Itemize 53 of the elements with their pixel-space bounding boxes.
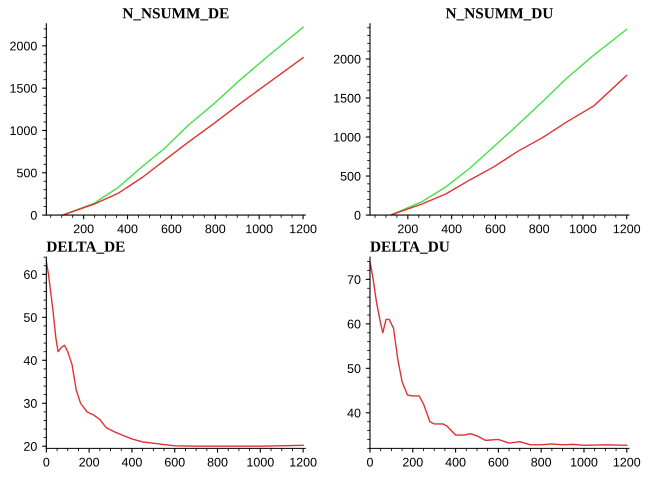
x-tick-label: 200 [402, 458, 423, 467]
y-tick-label: 30 [24, 399, 37, 408]
y-tick-label: 500 [340, 172, 360, 181]
y-tick-label: 50 [348, 364, 360, 373]
x-tick-label: 200 [74, 224, 94, 234]
x-tick-label: 1200 [290, 458, 317, 467]
x-tick-label: 600 [488, 458, 508, 467]
x-tick-label: 400 [441, 224, 462, 234]
x-tick-label: 400 [445, 458, 466, 467]
x-tick-label: 600 [164, 458, 185, 467]
x-tick-label: 1000 [570, 224, 596, 234]
y-tick-label: 2000 [10, 42, 37, 50]
y-tick-label: 20 [24, 442, 37, 451]
line-series [370, 260, 628, 446]
x-tick-label: 800 [208, 458, 228, 467]
x-tick-label: 200 [398, 224, 418, 234]
y-tick-label: 60 [24, 270, 37, 279]
y-tick-label: 1500 [10, 84, 37, 93]
y-tick-label: 500 [16, 168, 37, 178]
y-tick-label: 70 [348, 275, 360, 284]
x-tick-label: 800 [531, 458, 552, 467]
line-series [390, 28, 628, 216]
y-tick-label: 1500 [334, 94, 360, 103]
y-tick-label: 2000 [334, 54, 360, 64]
x-tick-label: 600 [162, 224, 182, 234]
x-tick-label: 1200 [290, 224, 316, 234]
x-tick-label: 800 [205, 224, 226, 234]
line-series [62, 57, 304, 216]
x-tick-label: 400 [117, 224, 138, 234]
y-tick-label: 50 [24, 313, 37, 322]
chart-title: N_NSUMM_DE [122, 8, 228, 20]
x-tick-label: 0 [366, 458, 373, 467]
line-series [390, 74, 628, 216]
x-tick-label: 1000 [246, 224, 273, 234]
x-tick-label: 1200 [614, 224, 640, 234]
chart-title: DELTA_DU [370, 242, 450, 254]
x-tick-label: 200 [79, 458, 100, 467]
x-tick-label: 1000 [247, 458, 274, 467]
y-tick-label: 60 [348, 320, 360, 329]
x-tick-label: 1200 [614, 458, 640, 467]
y-tick-label: 40 [24, 356, 37, 365]
x-tick-label: 1000 [571, 458, 598, 467]
y-tick-label: 0 [30, 210, 37, 220]
y-tick-label: 40 [347, 408, 360, 418]
x-tick-label: 600 [486, 224, 506, 234]
x-tick-label: 800 [529, 224, 550, 234]
y-tick-label: 0 [354, 210, 360, 220]
y-tick-label: 1000 [10, 126, 37, 136]
x-tick-label: 400 [122, 458, 142, 467]
chart-title: DELTA_DE [46, 242, 125, 254]
x-tick-label: 0 [43, 458, 50, 467]
chart-title: N_NSUMM_DU [446, 8, 553, 20]
y-tick-label: 1000 [334, 132, 360, 142]
